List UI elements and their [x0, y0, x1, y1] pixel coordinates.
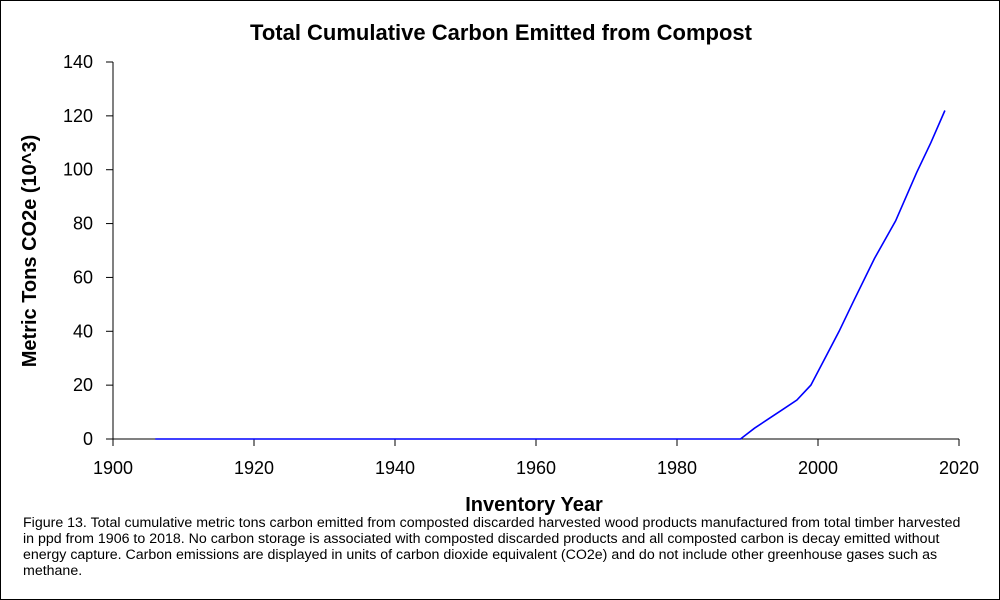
- y-tick-label: 0: [83, 429, 93, 449]
- series-line: [155, 110, 946, 440]
- y-tick-label: 120: [63, 106, 93, 126]
- series-layer: [155, 110, 946, 440]
- x-tick-label: 1920: [234, 458, 274, 478]
- y-axis-ticks: 0 20 40 60 80 100 120 140: [63, 52, 113, 449]
- x-tick-label: 2000: [798, 458, 838, 478]
- figure-caption: Figure 13. Total cumulative metric tons …: [23, 515, 961, 579]
- x-axis-title: Inventory Year: [465, 494, 603, 516]
- y-tick-label: 20: [73, 375, 93, 395]
- x-tick-label: 1980: [657, 458, 697, 478]
- y-axis-title: Metric Tons CO2e (10^3): [19, 135, 41, 367]
- y-tick-label: 40: [73, 321, 93, 341]
- x-axis-ticks: 1900 1920 1940 1960 1980 2000 2020: [93, 439, 979, 478]
- chart-title: Total Cumulative Carbon Emitted from Com…: [250, 20, 753, 45]
- x-tick-label: 1960: [516, 458, 556, 478]
- y-tick-label: 140: [63, 52, 93, 72]
- x-tick-label: 1940: [375, 458, 415, 478]
- x-tick-label: 2020: [939, 458, 979, 478]
- y-tick-label: 80: [73, 214, 93, 234]
- y-tick-label: 60: [73, 267, 93, 287]
- x-tick-label: 1900: [93, 458, 133, 478]
- y-tick-label: 100: [63, 160, 93, 180]
